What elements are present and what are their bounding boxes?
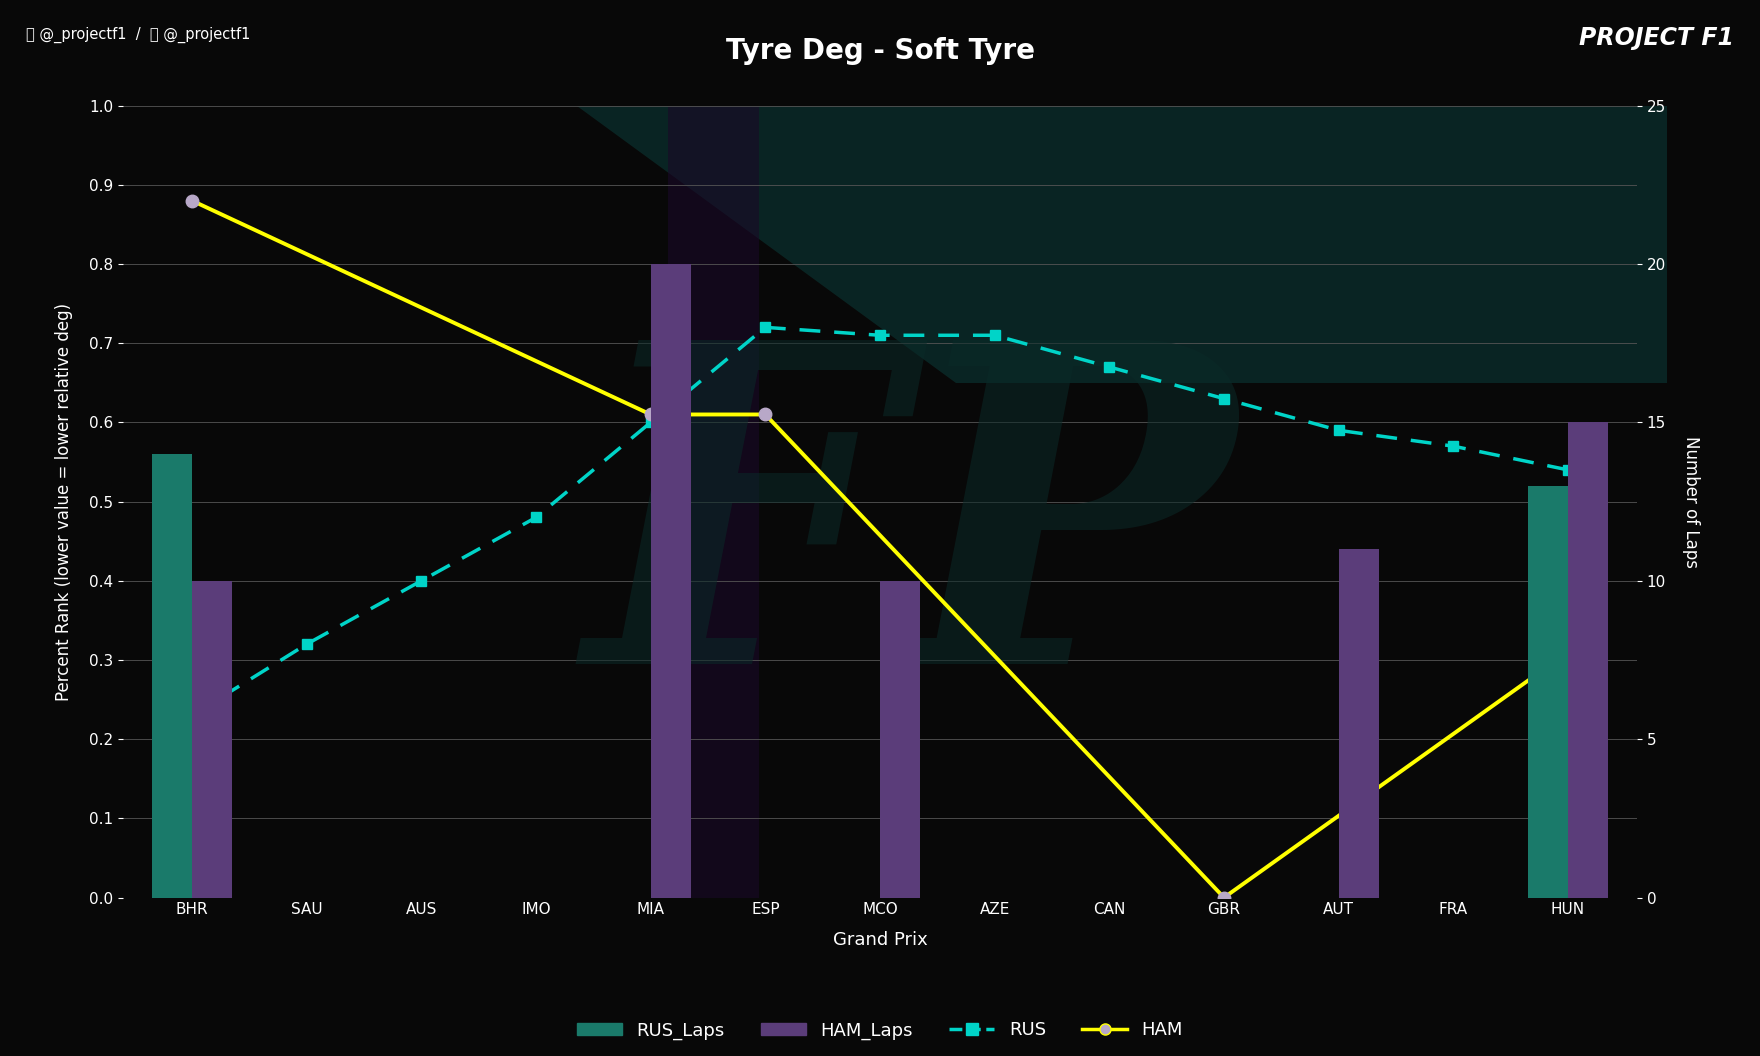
Legend: RUS_Laps, HAM_Laps, RUS, HAM: RUS_Laps, HAM_Laps, RUS, HAM: [570, 1014, 1190, 1046]
Bar: [151, 454, 192, 898]
Bar: [1339, 549, 1378, 898]
Y-axis label: Percent Rank (lower value = lower relative deg): Percent Rank (lower value = lower relati…: [55, 302, 72, 701]
Bar: [880, 581, 920, 898]
Polygon shape: [669, 106, 759, 898]
Y-axis label: Number of Laps: Number of Laps: [1683, 435, 1700, 567]
Polygon shape: [577, 106, 1667, 382]
Bar: [651, 264, 692, 898]
Text: ⬜ @_projectf1  /  🐦 @_projectf1: ⬜ @_projectf1 / 🐦 @_projectf1: [26, 26, 250, 42]
Text: Tyre Deg - Soft Tyre: Tyre Deg - Soft Tyre: [725, 37, 1035, 65]
Bar: [1568, 422, 1609, 898]
Bar: [192, 581, 232, 898]
X-axis label: Grand Prix: Grand Prix: [832, 931, 928, 949]
Text: PROJECT F1: PROJECT F1: [1579, 26, 1734, 51]
Bar: [1528, 486, 1568, 898]
Text: FP: FP: [586, 326, 1236, 756]
